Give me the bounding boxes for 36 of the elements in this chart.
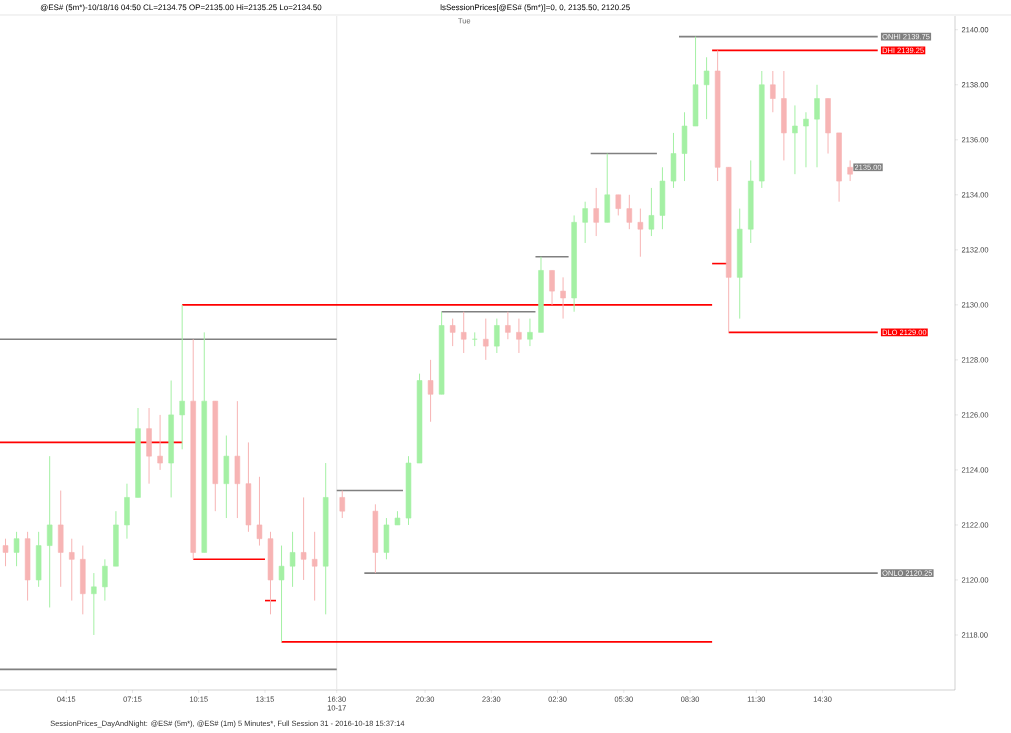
- candlestick: [792, 104, 798, 175]
- candlestick: [339, 490, 345, 519]
- candlestick: [278, 545, 285, 643]
- candlestick: [460, 311, 467, 354]
- candlestick: [494, 318, 500, 354]
- candlestick: [803, 111, 809, 168]
- candlestick: [505, 311, 511, 340]
- candlestick: [289, 531, 296, 588]
- candlestick: [13, 531, 20, 567]
- candlestick: [311, 531, 318, 602]
- candlestick: [427, 359, 434, 423]
- candlestick: [582, 201, 588, 244]
- candlestick: [91, 572, 97, 636]
- candlestick: [46, 455, 53, 608]
- candlestick: [527, 318, 533, 347]
- candlestick: [593, 187, 599, 237]
- candlestick: [2, 538, 9, 567]
- candlestick: [560, 276, 566, 320]
- candlestick: [770, 70, 776, 113]
- candlestick: [626, 194, 633, 230]
- candlestick: [449, 318, 456, 347]
- candlestick: [549, 269, 555, 306]
- candlestick: [157, 414, 163, 471]
- candlestick: [102, 558, 108, 602]
- candlestick: [516, 318, 522, 354]
- candlestick: [69, 538, 75, 602]
- candlestick: [615, 194, 621, 216]
- candlestick: [256, 476, 263, 547]
- candlestick: [179, 304, 185, 450]
- candlestick: [300, 496, 307, 581]
- candlestick: [637, 208, 644, 258]
- candlestick: [814, 84, 820, 168]
- candlestick: [703, 56, 710, 120]
- candlestick: [483, 318, 489, 361]
- candlestick: [648, 187, 655, 237]
- candlestick: [847, 159, 853, 182]
